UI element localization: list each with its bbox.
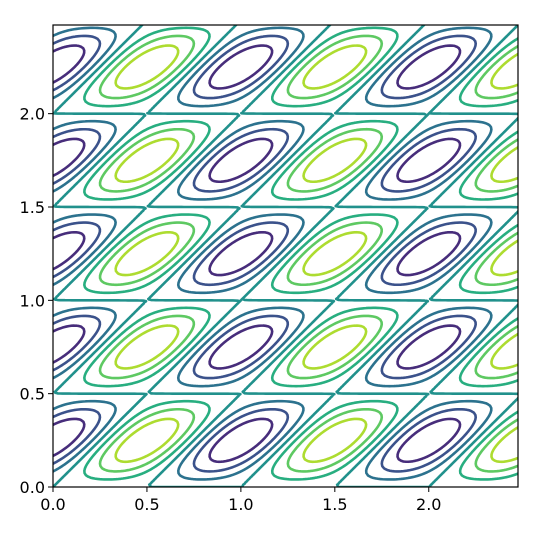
x-tick-label: 0.0	[40, 495, 65, 514]
y-tick-label: 0.5	[20, 385, 45, 404]
y-tick-label: 2.0	[20, 105, 45, 124]
contour-line	[53, 25, 518, 487]
x-tick-label: 1.0	[228, 495, 253, 514]
contour-line	[98, 34, 518, 473]
y-tick-label: 1.5	[20, 198, 45, 217]
plot-frame	[52, 24, 519, 488]
contour-line	[53, 26, 493, 481]
contour-line	[83, 26, 518, 481]
contour-line	[53, 34, 478, 473]
x-tick-label: 2.0	[416, 495, 441, 514]
x-tick-label: 1.5	[322, 495, 347, 514]
y-tick-label: 1.0	[20, 291, 45, 310]
contour-line	[53, 44, 462, 464]
contour-line	[114, 44, 518, 464]
contour-group	[53, 25, 518, 487]
x-tick-label: 0.5	[134, 495, 159, 514]
y-tick-label: 0.0	[20, 478, 45, 497]
